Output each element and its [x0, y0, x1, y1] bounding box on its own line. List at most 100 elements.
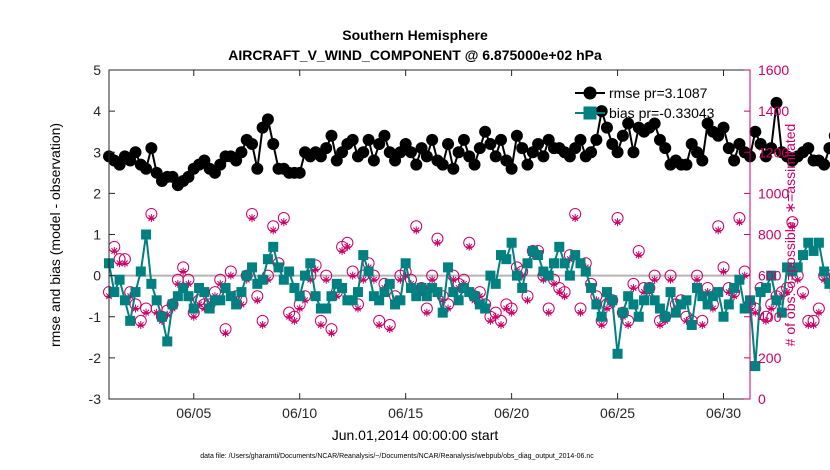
obs-assimilated-point — [650, 275, 659, 284]
obs-assimilated-stroke — [190, 313, 197, 320]
legend-rmse-label: rmse pr=3.1087 — [609, 85, 708, 101]
obs-assimilated-stroke — [556, 288, 563, 296]
obs-assimilated-point — [258, 320, 267, 329]
bias-point — [533, 250, 544, 261]
obs-assimilated-point — [353, 304, 362, 313]
obs-assimilated-stroke — [561, 293, 568, 300]
bias-point — [517, 282, 528, 293]
obs-assimilated-stroke — [323, 276, 330, 283]
bias-point — [766, 270, 777, 281]
obs-assimilated-point — [571, 214, 580, 223]
bias-point — [654, 303, 665, 314]
bias-point — [617, 307, 628, 318]
bias-point — [236, 287, 247, 298]
chart-title: Southern Hemisphere — [342, 27, 488, 43]
rmse-point — [235, 146, 248, 159]
obs-assimilated-stroke — [328, 330, 335, 337]
obs-assimilated-point — [793, 275, 802, 284]
obs-assimilated-stroke — [625, 321, 632, 329]
rmse-point — [627, 146, 640, 159]
obs-assimilated-stroke — [428, 276, 436, 283]
obs-assimilated-point — [348, 271, 357, 280]
y-right-tick-label: 600 — [758, 268, 782, 284]
y-left-tick-label: -1 — [89, 309, 102, 325]
y-right-tick-label: 1400 — [758, 103, 789, 119]
rmse-point — [770, 96, 783, 109]
obs-assimilated-stroke — [805, 321, 812, 329]
bias-point — [469, 291, 480, 302]
obs-assimilated-point — [814, 308, 823, 317]
rmse-point — [378, 129, 391, 142]
obs-assimilated-stroke — [349, 272, 356, 279]
obs-assimilated-stroke — [344, 243, 351, 250]
bias-point — [729, 282, 740, 293]
obs-assimilated-point — [602, 304, 611, 313]
bias-point — [686, 319, 697, 330]
obs-assimilated-point — [120, 259, 129, 268]
bias-point — [639, 295, 650, 306]
bias-point — [326, 291, 337, 302]
bias-point — [771, 295, 782, 306]
rmse-point — [489, 150, 502, 163]
obs-assimilated-stroke — [248, 214, 256, 222]
rmse-point — [622, 117, 635, 130]
obs-assimilated-stroke — [148, 214, 155, 222]
bias-point — [247, 262, 258, 273]
bias-point — [548, 258, 559, 269]
obs-assimilated-point — [486, 316, 495, 325]
obs-assimilated-point — [316, 320, 325, 329]
rmse-point — [404, 146, 417, 159]
bias-point — [146, 278, 157, 289]
rmse-point — [436, 158, 449, 171]
rmse-point — [595, 105, 608, 118]
bias-point — [443, 262, 454, 273]
obs-assimilated-stroke — [715, 227, 722, 234]
obs-assimilated-point — [327, 329, 336, 338]
obs-assimilated-point — [279, 218, 288, 227]
obs-assimilated-stroke — [487, 317, 494, 325]
rmse-point — [585, 146, 598, 159]
bias-point — [448, 287, 459, 298]
y-axis-left-label: rmse and bias (model - observation) — [47, 123, 63, 347]
bias-point — [511, 270, 522, 281]
bias-point — [188, 303, 199, 314]
y-axis-right: 0 200 400 600 800 1000 1200 1400 1600 — [744, 62, 789, 407]
obs-assimilated-point — [338, 246, 347, 255]
bias-point — [580, 266, 591, 277]
obs-assimilated-stroke — [180, 268, 187, 275]
bias-point — [734, 274, 745, 285]
rmse-point — [510, 129, 523, 142]
obs-assimilated-point — [385, 325, 394, 334]
legend-bias-marker — [583, 106, 597, 120]
bias-point — [713, 287, 724, 298]
obs-assimilated-point — [221, 329, 230, 338]
bias-point — [204, 303, 215, 314]
obs-assimilated-stroke — [752, 309, 759, 316]
obs-assimilated-point — [433, 238, 442, 247]
rmse-point — [293, 166, 306, 179]
obs-assimilated-stroke — [280, 219, 287, 226]
obs-assimilated-point — [555, 288, 564, 297]
bias-point — [813, 237, 824, 248]
y-left-tick-label: 3 — [93, 144, 101, 160]
rmse-point — [659, 142, 672, 155]
rmse-point — [468, 158, 481, 171]
bias-point — [559, 258, 570, 269]
bias-point — [135, 266, 146, 277]
bias-point — [612, 348, 623, 359]
obs-assimilated-stroke — [799, 293, 807, 300]
rmse-point — [251, 162, 264, 175]
bias-point — [575, 258, 586, 269]
obs-assimilated-stroke — [338, 247, 346, 255]
bias-point — [352, 287, 363, 298]
bias-point — [543, 270, 554, 281]
obs-assimilated-point — [375, 320, 384, 329]
bias-point — [231, 299, 242, 310]
legend: rmse pr=3.1087 bias pr=-0.33043 — [575, 85, 715, 121]
bias-point — [739, 303, 750, 314]
obs-assimilated-stroke — [466, 243, 473, 250]
bias-point — [649, 295, 660, 306]
bias-point — [670, 307, 681, 318]
rmse-point — [765, 142, 778, 155]
obs-assimilated-point — [285, 312, 294, 321]
